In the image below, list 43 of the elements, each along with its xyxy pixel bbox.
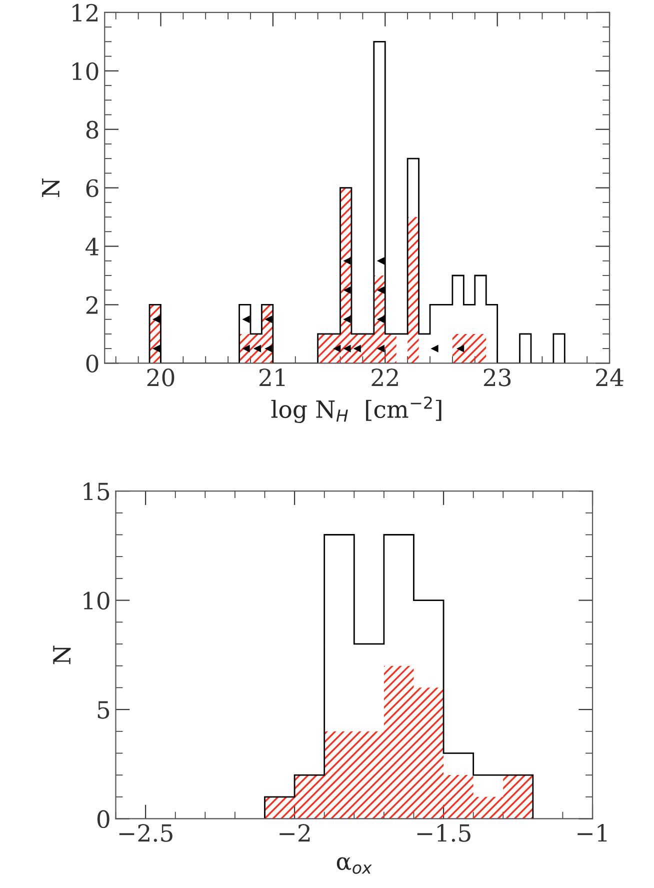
x-tick-label: 21 — [260, 368, 285, 386]
y-tick-label: 12 — [72, 4, 98, 22]
y-tick-label: 2 — [86, 296, 98, 314]
point — [264, 316, 272, 324]
x-axis-title: α$_{ox}$ — [336, 857, 372, 874]
point — [430, 344, 438, 352]
point — [333, 344, 341, 352]
y-tick-label: 8 — [86, 120, 98, 139]
point — [353, 344, 361, 352]
x-axis-title: log N$_{H}$ [cm$^{−2}$] — [271, 396, 442, 424]
point — [376, 257, 384, 265]
point — [242, 344, 250, 352]
y-tick-label: 5 — [98, 701, 110, 719]
x-tick-label: 24 — [596, 368, 624, 386]
point — [253, 344, 262, 352]
point — [376, 344, 384, 352]
y-tick-label: 6 — [86, 179, 98, 198]
point — [343, 316, 351, 324]
point — [343, 344, 351, 352]
y-axis-title: N — [53, 646, 71, 664]
y-tick-label: 15 — [84, 482, 110, 500]
x-tick-label: −2.5 — [119, 824, 172, 842]
y-tick-label: 4 — [85, 238, 99, 256]
x-tick-label: −1 — [578, 824, 607, 842]
y-tick-label: 0 — [86, 354, 98, 372]
y-axis-title: N — [42, 178, 60, 197]
y-tick-label: 10 — [72, 62, 98, 80]
x-tick-label: 22 — [372, 368, 398, 386]
point — [376, 286, 384, 294]
x-tick-label: −1.5 — [417, 824, 470, 842]
point — [264, 344, 272, 352]
x-tick-label: −2 — [280, 824, 310, 842]
y-tick-label: 10 — [84, 592, 110, 610]
x-tick-label: 23 — [484, 368, 511, 386]
point — [152, 316, 160, 324]
point — [152, 344, 160, 352]
point — [242, 316, 250, 324]
point — [343, 286, 351, 294]
point — [376, 316, 384, 324]
point — [456, 344, 464, 352]
y-tick-label: 0 — [97, 810, 110, 828]
point — [343, 257, 351, 265]
x-tick-label: 20 — [147, 368, 174, 386]
